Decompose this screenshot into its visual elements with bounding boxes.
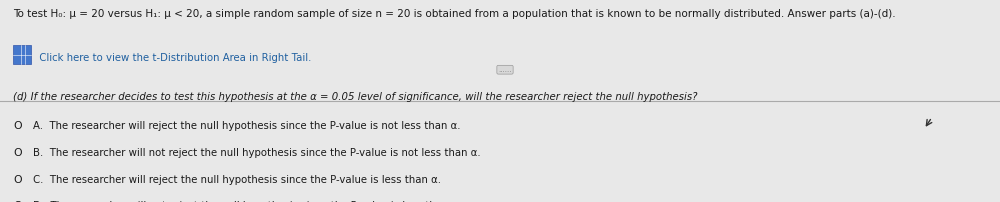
Text: O: O	[13, 148, 22, 159]
Text: To test H₀: μ = 20 versus H₁: μ < 20, a simple random sample of size n = 20 is o: To test H₀: μ = 20 versus H₁: μ < 20, a …	[13, 9, 896, 19]
Text: O: O	[13, 175, 22, 185]
Text: O: O	[13, 121, 22, 131]
Text: C.  The researcher will reject the null hypothesis since the P-value is less tha: C. The researcher will reject the null h…	[33, 175, 441, 185]
Text: A.  The researcher will reject the null hypothesis since the P-value is not less: A. The researcher will reject the null h…	[33, 121, 460, 131]
Text: O: O	[13, 201, 22, 202]
Bar	[13, 45, 31, 64]
Text: ......: ......	[498, 67, 512, 73]
Text: B.  The researcher will not reject the null hypothesis since the P-value is not : B. The researcher will not reject the nu…	[33, 148, 481, 159]
Text: (d) If the researcher decides to test this hypothesis at the α = 0.05 level of s: (d) If the researcher decides to test th…	[13, 92, 698, 102]
Text: D.  The researcher will not reject the null hypothesis since the P-value is less: D. The researcher will not reject the nu…	[33, 201, 462, 202]
Text: Click here to view the t-Distribution Area in Right Tail.: Click here to view the t-Distribution Ar…	[36, 53, 311, 63]
